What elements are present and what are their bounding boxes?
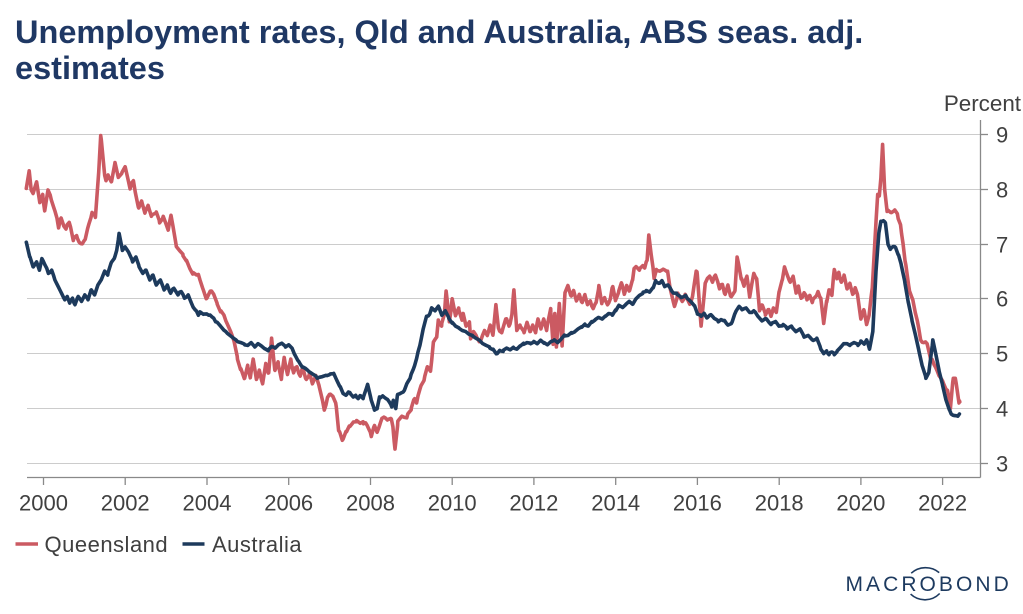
svg-text:2018: 2018: [755, 491, 804, 516]
svg-text:3: 3: [996, 451, 1008, 476]
svg-text:7: 7: [996, 232, 1008, 257]
svg-text:Queensland: Queensland: [45, 532, 169, 557]
svg-text:2016: 2016: [673, 491, 722, 516]
svg-text:Percent: Percent: [944, 91, 1022, 116]
svg-text:2022: 2022: [918, 491, 967, 516]
svg-text:2000: 2000: [19, 491, 68, 516]
svg-text:5: 5: [996, 341, 1008, 366]
svg-text:estimates: estimates: [15, 50, 165, 86]
svg-text:2006: 2006: [264, 491, 313, 516]
svg-text:2008: 2008: [346, 491, 395, 516]
svg-text:Unemployment rates, Qld and Au: Unemployment rates, Qld and Australia, A…: [15, 14, 863, 50]
svg-text:MACROBOND: MACROBOND: [846, 573, 1012, 596]
svg-text:9: 9: [996, 122, 1008, 147]
svg-text:2010: 2010: [428, 491, 477, 516]
svg-text:2004: 2004: [183, 491, 232, 516]
svg-text:2014: 2014: [591, 491, 640, 516]
svg-text:4: 4: [996, 396, 1008, 421]
svg-text:8: 8: [996, 177, 1008, 202]
svg-text:2020: 2020: [836, 491, 885, 516]
svg-text:6: 6: [996, 286, 1008, 311]
svg-text:2012: 2012: [509, 491, 558, 516]
svg-text:2002: 2002: [101, 491, 150, 516]
svg-text:Australia: Australia: [212, 532, 302, 557]
